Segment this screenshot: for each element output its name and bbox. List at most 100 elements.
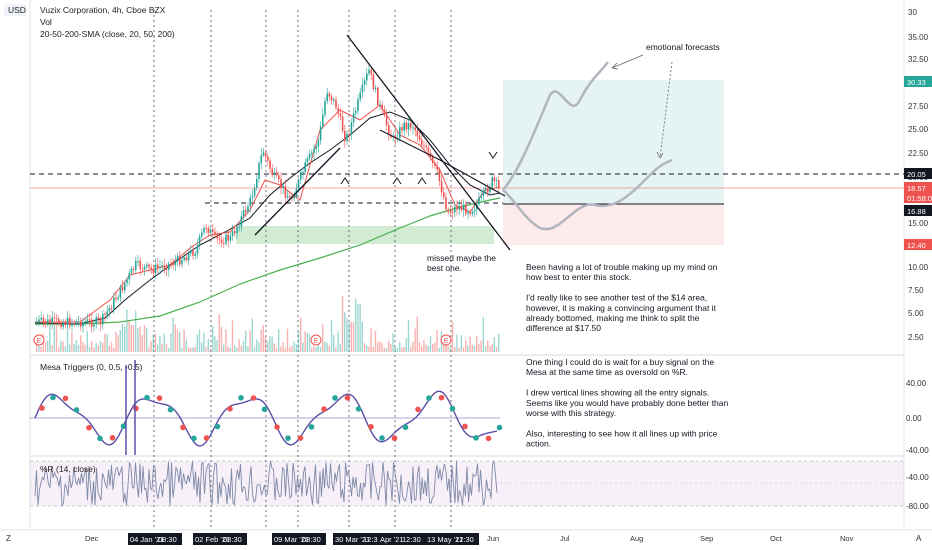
- earnings-label: E: [444, 338, 449, 345]
- bearish-forecast-curve: [502, 158, 673, 231]
- volume-bar: [139, 326, 141, 352]
- entry-strategy-note[interactable]: Been having a lot of trouble making up m…: [526, 262, 718, 333]
- volume-bar: [159, 336, 161, 352]
- note-line: Seems like you would have probably done …: [526, 398, 729, 408]
- mesa-buy-dot: [449, 405, 456, 412]
- volume-bar: [58, 347, 60, 352]
- currency-badge[interactable]: [4, 4, 26, 16]
- wr-label[interactable]: %R (14, close): [40, 464, 96, 474]
- price-tick: 10.00: [908, 263, 929, 272]
- volume-bar: [271, 336, 273, 352]
- volume-bar: [432, 343, 434, 352]
- volume-bar: [348, 322, 350, 352]
- date-tag-time: 08:30: [158, 535, 177, 544]
- volume-bar: [311, 347, 313, 352]
- volume-bar: [143, 325, 146, 352]
- volume-bar: [150, 341, 152, 352]
- wr-line: [34, 460, 498, 508]
- volume-bar: [379, 341, 381, 352]
- candle-body: [403, 122, 405, 131]
- volume-bar: [165, 344, 168, 352]
- candle-body: [407, 123, 410, 130]
- candle-body: [344, 130, 346, 142]
- wr-axis[interactable]: -40.00 -80.00: [906, 473, 929, 511]
- uptrend-line[interactable]: [254, 147, 341, 236]
- candle-body: [300, 172, 302, 180]
- price-tick: 5.00: [908, 309, 924, 318]
- volume-bar: [47, 339, 49, 352]
- missed-note-line1[interactable]: missed maybe the: [427, 253, 496, 263]
- candle-body: [86, 319, 89, 322]
- arrow-head-icon: [611, 62, 619, 70]
- vol-label[interactable]: Vol: [40, 17, 52, 27]
- date-tag: [333, 533, 387, 545]
- sma-label[interactable]: 20-50-200-SMA (close, 20, 50, 200): [40, 29, 175, 39]
- mesa-sell-dot: [180, 424, 186, 431]
- mesa-label[interactable]: Mesa Triggers (0, 0.5, -0.5): [40, 362, 143, 372]
- date-tag-time: 08:30: [223, 535, 242, 544]
- volume-bar: [152, 334, 154, 352]
- price-tick: 15.00: [908, 219, 929, 228]
- candle-body: [194, 253, 196, 256]
- volume-bar: [462, 347, 465, 352]
- volume-bar: [366, 345, 368, 352]
- symbol-title[interactable]: Vuzix Corporation, 4h, Cboe BZX: [40, 5, 166, 15]
- candle-body: [278, 175, 280, 180]
- volume-bar: [64, 346, 66, 352]
- candle-body: [130, 268, 133, 274]
- volume-bar: [324, 341, 326, 352]
- date-tag-date: Apr '21: [380, 535, 404, 544]
- volume-bar: [429, 335, 432, 352]
- candle-body: [326, 93, 328, 102]
- time-label: Nov: [840, 534, 854, 543]
- candle-body: [192, 250, 194, 256]
- volume-bar: [256, 339, 258, 352]
- time-axis[interactable]: Dec Jun Jul Aug Sep Oct Nov: [85, 534, 854, 543]
- price-tick: 7.50: [908, 286, 924, 295]
- volume-bar: [297, 330, 300, 352]
- timezone-icon[interactable]: Z: [6, 534, 11, 543]
- emotional-forecasts-note[interactable]: emotional forecasts: [646, 42, 720, 52]
- price-tag-label: 01:58:01: [907, 194, 932, 203]
- candle-body: [311, 152, 313, 154]
- auto-scale-icon[interactable]: A: [916, 534, 922, 543]
- volume-bar: [385, 347, 388, 352]
- volume-bar: [40, 346, 42, 352]
- volume-bar: [293, 341, 295, 352]
- volume-bar: [218, 314, 220, 352]
- volume-bar: [179, 331, 181, 352]
- volume-bar: [491, 344, 493, 352]
- volume-bar: [425, 344, 427, 352]
- candle-body: [190, 250, 192, 254]
- date-tag-time: 12:30: [455, 535, 474, 544]
- price-tag: [904, 76, 932, 87]
- volume-bar: [484, 345, 487, 352]
- candle-body: [245, 209, 247, 212]
- candle-body: [121, 286, 124, 291]
- mesa-strategy-note[interactable]: One thing I could do is wait for a buy s…: [525, 357, 729, 449]
- volume-bar: [359, 303, 361, 352]
- date-tag-time: 08:30: [302, 535, 321, 544]
- target-zone[interactable]: [503, 80, 724, 204]
- candle-body: [471, 211, 474, 215]
- volume-bar: [168, 347, 170, 352]
- candle-body: [102, 313, 104, 325]
- downtrend-line[interactable]: [346, 34, 511, 251]
- volume-bar: [137, 327, 139, 352]
- earnings-markers[interactable]: E E E: [33, 334, 452, 346]
- candle-body: [410, 123, 412, 128]
- support-zone[interactable]: [236, 226, 494, 244]
- candle-body: [293, 196, 295, 199]
- candle-body: [201, 232, 203, 237]
- candle-body: [99, 319, 102, 325]
- date-tag: [425, 533, 479, 545]
- neckline-line[interactable]: [379, 129, 441, 161]
- mesa-axis[interactable]: 40.00 0.00 -40.00: [906, 379, 929, 455]
- neckline-extension[interactable]: [439, 159, 506, 197]
- volume-bar: [253, 346, 256, 352]
- mesa-buy-dot: [238, 394, 244, 401]
- volume-bar: [88, 346, 91, 352]
- missed-note-line2[interactable]: best one.: [427, 263, 462, 273]
- candle-body: [385, 114, 388, 126]
- stop-zone[interactable]: [503, 204, 724, 245]
